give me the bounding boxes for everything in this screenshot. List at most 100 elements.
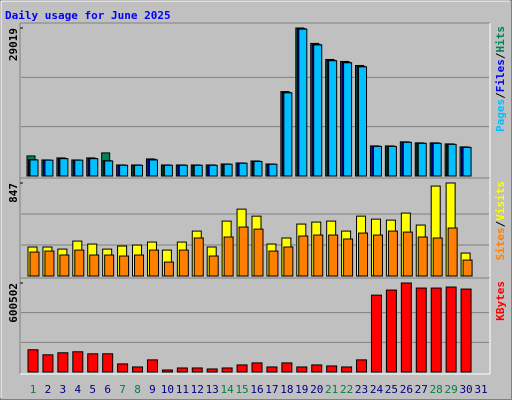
legend: KBytes — [494, 281, 507, 321]
bar — [176, 367, 188, 373]
bar — [74, 159, 84, 177]
bar — [221, 367, 233, 373]
bar — [238, 162, 248, 177]
x-tick-label: 21 — [325, 383, 338, 396]
bar — [328, 234, 339, 277]
bar — [313, 234, 324, 277]
bar — [208, 164, 218, 177]
bar — [29, 159, 39, 177]
bar — [132, 366, 144, 373]
bar — [87, 353, 99, 373]
bar — [298, 28, 308, 177]
bar — [460, 288, 472, 373]
bar — [385, 289, 397, 373]
x-tick-label: 16 — [250, 383, 263, 396]
bar — [343, 238, 354, 277]
bar — [387, 145, 397, 177]
x-tick-label: 11 — [176, 383, 189, 396]
x-tick-label: 25 — [385, 383, 398, 396]
bar — [104, 160, 114, 177]
bar — [328, 60, 338, 177]
bar — [387, 230, 398, 277]
bar — [283, 92, 293, 177]
x-tick-label: 23 — [355, 383, 368, 396]
bar — [462, 146, 472, 177]
x-tick-label: 2 — [45, 383, 52, 396]
bar — [104, 254, 115, 277]
x-tick-label: 30 — [459, 383, 472, 396]
bar — [447, 227, 458, 277]
bar — [148, 159, 158, 177]
legend-entry: Pages — [494, 99, 507, 132]
x-tick-label: 6 — [104, 383, 111, 396]
bar — [178, 164, 188, 177]
bar — [206, 368, 218, 373]
bar — [29, 251, 40, 277]
bar — [400, 282, 412, 373]
x-tick-label: 24 — [370, 383, 384, 396]
x-tick-label: 29 — [445, 383, 458, 396]
chart-title: Daily usage for June 2025 — [5, 9, 171, 22]
bar — [238, 226, 249, 277]
legend-separator: / — [494, 92, 507, 99]
bar — [432, 142, 442, 177]
bar — [193, 164, 203, 177]
bar — [74, 249, 85, 277]
bar — [89, 254, 100, 277]
x-tick-label: 10 — [161, 383, 174, 396]
bar — [370, 294, 382, 373]
bar — [356, 359, 368, 373]
x-tick-label: 18 — [280, 383, 293, 396]
bar — [266, 366, 278, 373]
legend-entry: Files — [494, 59, 507, 92]
y-tick-label: 847 — [7, 183, 20, 203]
bar — [462, 259, 473, 277]
x-tick-label: 22 — [340, 383, 353, 396]
legend-entry: Visits — [494, 181, 507, 221]
bar — [417, 142, 427, 177]
legend: Sites/Visits — [494, 181, 507, 261]
x-tick-label: 9 — [149, 383, 156, 396]
bar — [447, 143, 457, 177]
bar — [146, 359, 158, 373]
legend-separator: / — [494, 52, 507, 59]
bar — [402, 141, 412, 177]
bar — [119, 255, 130, 277]
bar — [72, 351, 84, 373]
x-tick-label: 15 — [235, 383, 248, 396]
bar — [445, 286, 457, 373]
bar — [268, 163, 278, 177]
bar — [42, 354, 54, 373]
bar — [161, 369, 173, 373]
bar — [251, 362, 263, 373]
bar — [343, 62, 353, 177]
x-tick-label: 4 — [74, 383, 81, 396]
bar — [134, 254, 145, 277]
bar — [223, 163, 233, 177]
x-tick-label: 19 — [295, 383, 308, 396]
bar — [223, 236, 234, 277]
bar — [415, 287, 427, 373]
x-tick-label: 8 — [134, 383, 141, 396]
bar — [134, 164, 144, 177]
bar — [372, 145, 382, 177]
bar — [117, 363, 129, 373]
bar — [313, 44, 323, 177]
x-tick-label: 31 — [474, 383, 487, 396]
x-tick-label: 14 — [221, 383, 235, 396]
bar — [358, 232, 369, 277]
bar — [191, 367, 203, 373]
legend-entry: Hits — [494, 26, 507, 53]
bar — [283, 246, 294, 277]
bar — [432, 237, 443, 277]
y-tick-label: 29019 — [7, 28, 20, 61]
x-tick-label: 20 — [310, 383, 323, 396]
x-tick-label: 26 — [400, 383, 413, 396]
bar — [298, 235, 309, 277]
bar — [253, 160, 263, 177]
bar — [59, 254, 70, 277]
bar — [341, 366, 353, 373]
bar — [372, 234, 383, 277]
bar — [102, 353, 114, 373]
